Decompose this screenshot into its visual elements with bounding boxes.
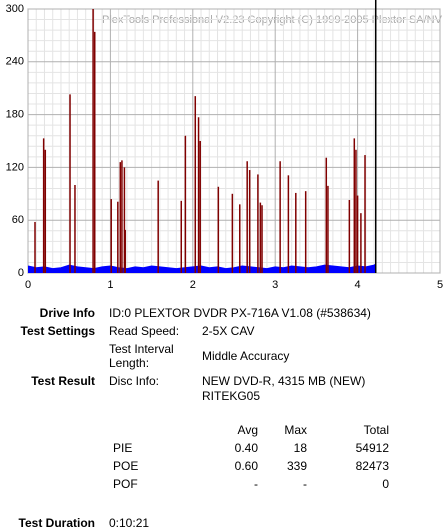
y-tick-label: 0 <box>18 267 24 279</box>
cell: 0 <box>382 477 389 491</box>
cell: 339 <box>286 459 307 473</box>
x-tick-label: 5 <box>437 279 443 291</box>
label: Test Duration <box>18 516 95 530</box>
row-label: PIE <box>113 441 133 455</box>
label: Test Interval Length: <box>109 342 174 370</box>
chart: PlexTools Professional V2.23 Copyright (… <box>6 0 443 291</box>
row-label: POE <box>113 459 139 473</box>
x-tick-label: 2 <box>190 279 196 291</box>
label: Drive Info <box>39 306 95 320</box>
x-tick-label: 0 <box>25 279 31 291</box>
label: Read Speed: <box>109 324 180 338</box>
y-tick-label: 240 <box>6 56 24 68</box>
label: Disc Info: <box>109 374 160 388</box>
x-tick-label: 4 <box>355 279 361 291</box>
y-tick-label: 300 <box>6 3 24 15</box>
value: ID:0 PLEXTOR DVDR PX-716A V1.08 (#538634… <box>109 306 371 320</box>
cell: 18 <box>293 441 307 455</box>
value: 2-5X CAV <box>202 324 255 338</box>
cell: 54912 <box>355 441 389 455</box>
label: Test Settings <box>20 324 95 338</box>
value: 0:10:21 <box>109 516 150 530</box>
y-tick-label: 60 <box>12 214 24 226</box>
x-tick-label: 3 <box>272 279 278 291</box>
column-header: Total <box>363 423 389 437</box>
row-label: POF <box>113 477 138 491</box>
cell: 0.60 <box>234 459 258 473</box>
column-header: Max <box>284 423 307 437</box>
value: RITEKG05 <box>202 389 261 403</box>
x-tick-label: 1 <box>107 279 113 291</box>
column-header: Avg <box>237 423 258 437</box>
area-line <box>27 263 376 270</box>
cell: 0.40 <box>234 441 258 455</box>
y-tick-label: 180 <box>6 109 24 121</box>
y-tick-label: 120 <box>6 161 24 173</box>
value: Middle Accuracy <box>202 349 290 363</box>
cell: - <box>303 477 307 491</box>
value: NEW DVD-R, 4315 MB (NEW) <box>202 374 366 388</box>
label: Test Result <box>31 374 95 388</box>
cell: 82473 <box>355 459 389 473</box>
cell: - <box>254 477 258 491</box>
